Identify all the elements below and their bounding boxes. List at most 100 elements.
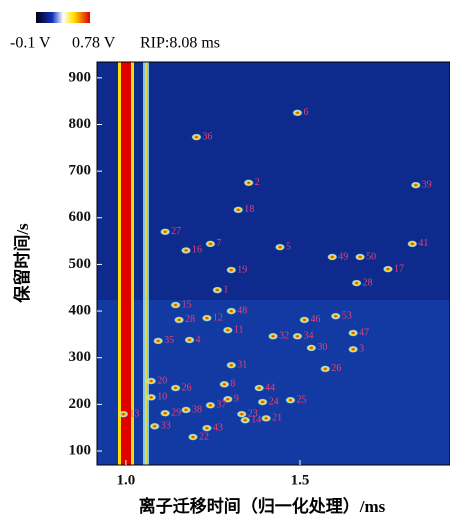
spot-label: 46 — [310, 314, 320, 325]
spot-label: 33 — [161, 421, 171, 432]
spot — [261, 414, 272, 422]
spot — [219, 380, 230, 388]
y-tick-label: 600 — [69, 209, 92, 225]
spot-label: 16 — [192, 245, 202, 256]
spot — [292, 109, 303, 117]
spot — [149, 422, 160, 430]
spot-label: 30 — [317, 342, 327, 353]
y-tick-label: 700 — [69, 163, 92, 179]
spot — [181, 246, 192, 254]
spot — [240, 416, 251, 424]
spot — [348, 345, 359, 353]
spot-label: 53 — [342, 311, 352, 322]
spot — [351, 279, 362, 287]
spot — [146, 377, 157, 385]
texture — [97, 300, 450, 465]
spot — [299, 316, 310, 324]
spot-label: 35 — [164, 335, 174, 346]
colorbar — [36, 12, 90, 23]
spot-label: 3 — [359, 344, 364, 355]
spot-label: 22 — [199, 431, 209, 442]
spot-label: 17 — [394, 263, 404, 274]
spot — [170, 384, 181, 392]
y-tick-label: 200 — [69, 396, 92, 412]
spot — [226, 361, 237, 369]
spot-label: 29 — [171, 408, 181, 419]
spot — [181, 406, 192, 414]
spot-label: 44 — [265, 382, 275, 393]
spot — [320, 365, 331, 373]
spot — [268, 332, 279, 340]
spot-label: 37 — [216, 400, 226, 411]
spot — [201, 424, 212, 432]
spot-label: 26 — [182, 382, 192, 393]
spot-label: 49 — [338, 251, 348, 262]
spot — [306, 344, 317, 352]
spot-label: 39 — [422, 179, 432, 190]
spot — [382, 265, 393, 273]
plot-frame — [96, 61, 450, 466]
scale-min: -0.1 V — [10, 35, 51, 52]
spot-label: 4 — [196, 334, 201, 345]
spot — [205, 401, 216, 409]
spot-label: 50 — [366, 251, 376, 262]
spot — [233, 206, 244, 214]
y-tick-label: 400 — [69, 303, 92, 319]
spot-label: 36 — [202, 131, 212, 142]
spot — [160, 409, 171, 417]
spot — [170, 301, 181, 309]
spot — [174, 316, 185, 324]
spot-label: 1 — [223, 284, 228, 295]
spot-label: 23 — [248, 408, 258, 419]
spot — [212, 286, 223, 294]
spot — [355, 253, 366, 261]
spot-label: 8 — [230, 379, 235, 390]
spot-label: 41 — [418, 238, 428, 249]
rip-edge — [118, 62, 121, 465]
spot — [327, 253, 338, 261]
spot — [407, 240, 418, 248]
spot-label: 48 — [237, 305, 247, 316]
spot — [201, 314, 212, 322]
spot-label: 7 — [216, 238, 221, 249]
spot-label: 14 — [251, 415, 261, 426]
spot — [410, 181, 421, 189]
spot-label: 28 — [363, 277, 373, 288]
spot-label: 24 — [269, 396, 279, 407]
scale-max: 0.78 V — [72, 35, 116, 52]
rip-band — [121, 62, 131, 465]
y-tick-label: 800 — [69, 116, 92, 132]
y-tick-label: 500 — [69, 256, 92, 272]
spot — [188, 433, 199, 441]
spot — [191, 133, 202, 141]
spot-label: 26 — [331, 363, 341, 374]
spot — [226, 307, 237, 315]
spot-label: 27 — [171, 226, 181, 237]
spot-label: 28 — [185, 314, 195, 325]
spot — [153, 337, 164, 345]
spot-label: 25 — [296, 394, 306, 405]
spot-label: 43 — [213, 422, 223, 433]
spot-label: 18 — [244, 204, 254, 215]
spot-label: 34 — [303, 331, 313, 342]
y-tick-label: 100 — [69, 442, 92, 458]
spot — [243, 179, 254, 187]
x-tick-label: 1.0 — [117, 472, 136, 488]
x-axis-label: 离子迁移时间（归一化处理）/ms — [139, 496, 386, 516]
spot-label: 5 — [286, 241, 291, 252]
spot — [146, 393, 157, 401]
spot — [226, 266, 237, 274]
spot — [254, 384, 265, 392]
spot — [184, 336, 195, 344]
spot-label: 21 — [272, 413, 282, 424]
spot — [205, 240, 216, 248]
spot-label: 38 — [192, 404, 202, 415]
rip-label: RIP:8.08 ms — [140, 35, 220, 52]
spot — [160, 228, 171, 236]
spot-label: 47 — [359, 327, 369, 338]
spot-label: 9 — [234, 394, 239, 405]
rip-tail — [145, 62, 147, 465]
spot-label: 6 — [303, 107, 308, 118]
